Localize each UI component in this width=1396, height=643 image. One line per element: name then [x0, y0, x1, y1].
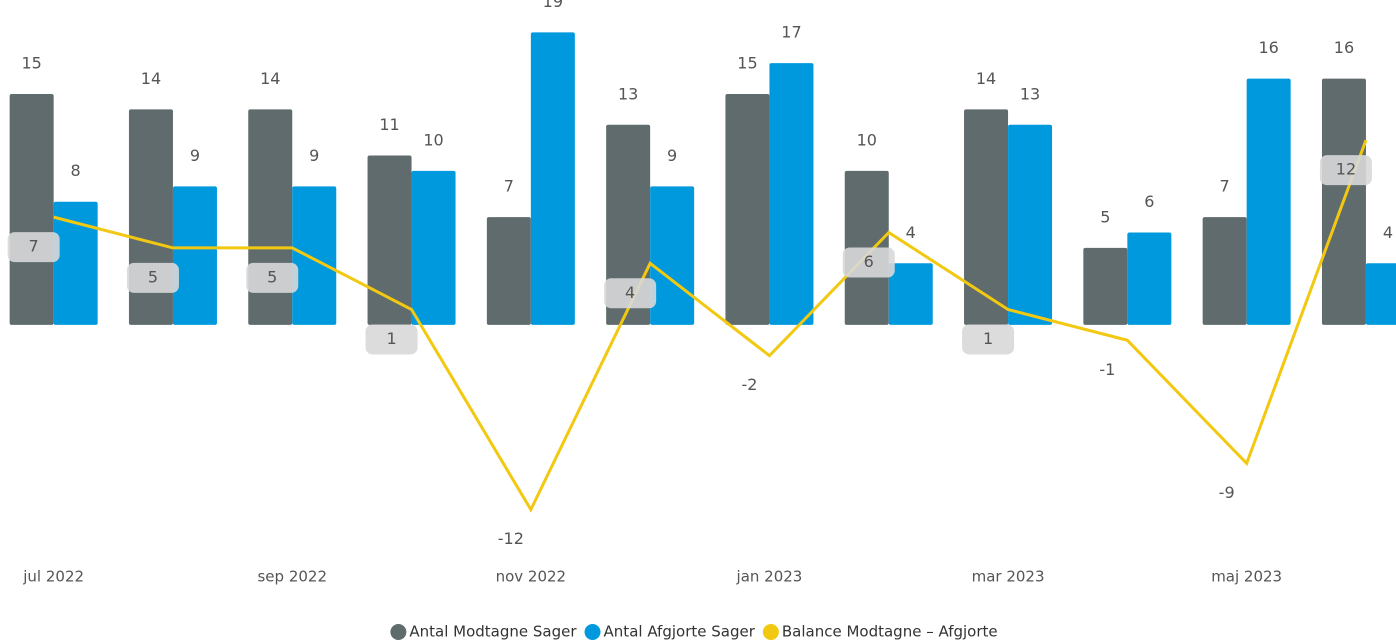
legend-label: Antal Afgjorte Sager [604, 623, 756, 641]
label-box [126, 262, 179, 293]
bar [888, 263, 933, 325]
x-tick-label: jul 2022 [22, 568, 84, 586]
data-label: 5 [267, 267, 277, 286]
bar [1127, 232, 1172, 325]
data-label: 13 [1020, 84, 1040, 103]
x-tick-label: mar 2023 [972, 568, 1045, 586]
data-label: -1 [1099, 360, 1115, 379]
data-label: 6 [1144, 192, 1154, 211]
x-tick-label: maj 2023 [1211, 568, 1282, 586]
data-label: 10 [857, 130, 877, 149]
data-label: 19 [543, 0, 563, 11]
line [53, 139, 1368, 513]
data-label: 4 [625, 283, 635, 302]
data-label: 10 [423, 130, 443, 149]
label-box [365, 324, 418, 355]
bar [1365, 263, 1396, 325]
data-label: 1 [983, 329, 993, 348]
bar [964, 109, 1009, 325]
bar [530, 32, 575, 325]
bar [1246, 78, 1291, 325]
label-box [7, 232, 60, 263]
bar [172, 186, 217, 325]
legend-label: Balance Modtagne – Afgjorte [782, 623, 998, 641]
data-label: 17 [781, 23, 801, 42]
data-label: 7 [1220, 177, 1230, 196]
data-label: 12 [1336, 160, 1356, 179]
bar [1083, 247, 1128, 325]
legend-marker [762, 624, 779, 640]
data-label: 4 [1383, 223, 1393, 242]
data-label: 11 [379, 115, 399, 134]
bar [606, 124, 651, 325]
legend-label: Antal Modtagne Sager [409, 623, 577, 641]
legend: Antal Modtagne Sager Antal Afgjorte Sager… [390, 623, 998, 641]
label-box [962, 324, 1015, 355]
bar [1202, 217, 1247, 325]
legend-marker [584, 624, 601, 640]
data-label: -2 [741, 375, 757, 394]
data-label: -9 [1219, 483, 1235, 502]
bar [292, 186, 337, 325]
label-box [1319, 155, 1372, 186]
bar [650, 186, 695, 325]
data-label: 14 [976, 69, 996, 88]
bar [486, 217, 531, 325]
x-tick-label: nov 2022 [496, 568, 567, 586]
data-label: 9 [309, 146, 319, 165]
x-tick-label: jan 2023 [736, 568, 803, 586]
bar [725, 93, 770, 325]
bar [367, 155, 412, 325]
data-label: 9 [190, 146, 200, 165]
bar [1008, 124, 1053, 325]
data-label: 16 [1258, 38, 1278, 57]
label-box [246, 262, 299, 293]
data-label: 13 [618, 84, 638, 103]
data-label: 7 [29, 237, 39, 256]
legend-marker [390, 624, 407, 640]
data-label: 5 [1100, 207, 1110, 226]
data-label: 14 [260, 69, 280, 88]
data-label: 5 [148, 267, 158, 286]
data-label: 15 [737, 53, 757, 72]
data-label: 9 [667, 146, 677, 165]
data-label: -12 [498, 529, 524, 548]
data-label: 7 [504, 177, 514, 196]
data-label: 16 [1334, 38, 1354, 57]
data-label: 4 [906, 223, 916, 242]
x-tick-label: sep 2022 [257, 568, 327, 586]
data-label: 14 [141, 69, 161, 88]
bar [9, 93, 54, 325]
label-box [842, 247, 895, 278]
bar [411, 170, 456, 325]
bar [53, 201, 98, 325]
label-box [604, 278, 657, 309]
data-label: 8 [71, 161, 81, 180]
data-label: 15 [21, 53, 41, 72]
bar [769, 63, 814, 325]
data-label: 6 [864, 252, 874, 271]
data-label: 1 [386, 329, 396, 348]
